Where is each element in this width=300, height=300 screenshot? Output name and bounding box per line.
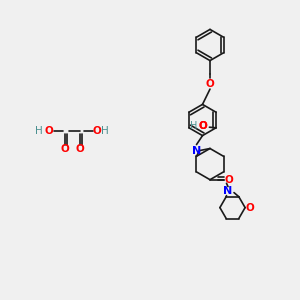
Text: O: O [224, 175, 233, 185]
Text: O: O [245, 202, 254, 213]
Text: O: O [206, 79, 214, 89]
Text: O: O [199, 121, 208, 131]
Text: H: H [100, 126, 108, 136]
Text: N: N [192, 146, 201, 156]
Text: O: O [92, 126, 101, 136]
Text: O: O [199, 121, 208, 131]
Text: O: O [60, 144, 69, 154]
Text: H: H [35, 126, 43, 136]
Text: H: H [190, 121, 197, 131]
Text: O: O [75, 144, 84, 154]
Text: O: O [44, 126, 53, 136]
Text: N: N [224, 186, 232, 196]
